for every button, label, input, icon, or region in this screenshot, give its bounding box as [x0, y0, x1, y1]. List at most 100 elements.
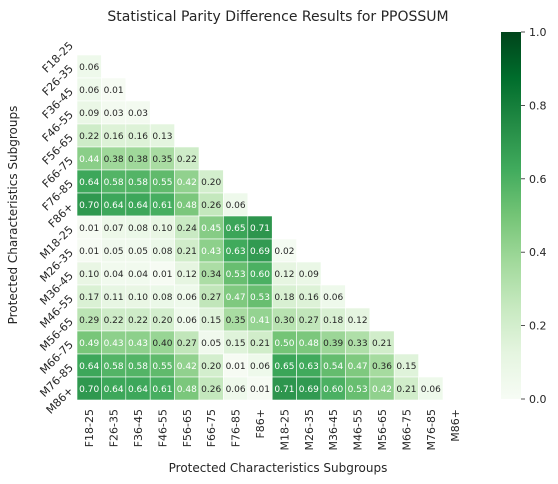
x-tick-label: M86+ [449, 409, 462, 442]
cell-value-label: 0.69 [299, 385, 319, 395]
cell-value-label: 0.10 [152, 224, 172, 234]
x-tick-label: F46-55 [156, 409, 169, 447]
cell-value-label: 0.06 [177, 316, 197, 326]
cell-value-label: 0.16 [128, 132, 148, 142]
cell-value-label: 0.44 [79, 155, 99, 165]
colorbar-tick-label: 0.2 [529, 320, 547, 333]
cell-value-label: 0.06 [226, 385, 246, 395]
cell-value-label: 0.34 [201, 270, 221, 280]
x-tick-label: F86+ [254, 409, 267, 439]
cell-value-label: 0.06 [226, 201, 246, 211]
cell-value-label: 0.64 [104, 201, 124, 211]
heatmap-cell [418, 376, 444, 401]
cell-value-label: 0.01 [79, 224, 99, 234]
cell-value-label: 0.39 [323, 339, 343, 349]
colorbar-tick-label: 0.0 [529, 393, 547, 406]
x-tick-labels: F18-25 F26-35 F36-45 F46-55 F56-65 F66-75 F76-… [83, 409, 462, 450]
cell-value-label: 0.15 [201, 316, 221, 326]
cell-value-label: 0.01 [104, 86, 124, 96]
x-tick-label: M18-25 [278, 409, 291, 450]
cell-value-label: 0.42 [372, 385, 392, 395]
cell-value-label: 0.65 [226, 224, 246, 234]
cell-value-label: 0.10 [79, 270, 99, 280]
cell-value-label: 0.21 [250, 339, 270, 349]
cell-value-label: 0.02 [274, 247, 294, 257]
cell-value-label: 0.10 [128, 293, 148, 303]
cell-value-label: 0.08 [152, 293, 172, 303]
cell-value-label: 0.43 [104, 339, 124, 349]
x-tick-label: F76-85 [230, 409, 243, 447]
cell-value-label: 0.41 [250, 316, 270, 326]
cell-value-label: 0.55 [152, 178, 172, 188]
x-tick-label: M66-75 [400, 409, 413, 450]
x-tick-label: F66-75 [205, 409, 218, 447]
cell-value-label: 0.38 [128, 155, 148, 165]
cell-value-label: 0.01 [79, 247, 99, 257]
cell-value-label: 0.53 [348, 385, 368, 395]
cell-value-label: 0.49 [79, 339, 99, 349]
cell-value-label: 0.30 [274, 316, 294, 326]
cell-value-label: 0.64 [79, 362, 99, 372]
cell-value-label: 0.20 [201, 178, 221, 188]
cell-value-label: 0.03 [128, 109, 148, 119]
heatmap-cells: 0.06 0.06 0.01 0.09 0.03 0.03 0.22 0.16 0.16 0.13… [76, 54, 444, 401]
cell-value-label: 0.21 [177, 247, 197, 257]
cell-value-label: 0.15 [396, 362, 416, 372]
cell-value-label: 0.71 [274, 385, 294, 395]
cell-value-label: 0.43 [201, 247, 221, 257]
cell-value-label: 0.70 [79, 385, 99, 395]
colorbar-tick-label: 1.0 [529, 26, 547, 39]
cell-value-label: 0.09 [79, 109, 99, 119]
cell-value-label: 0.06 [79, 63, 99, 73]
cell-value-label: 0.58 [104, 362, 124, 372]
cell-value-label: 0.26 [201, 385, 221, 395]
cell-value-label: 0.08 [128, 224, 148, 234]
cell-value-label: 0.26 [201, 201, 221, 211]
cell-value-label: 0.48 [177, 385, 197, 395]
cell-value-label: 0.06 [323, 293, 343, 303]
cell-value-label: 0.70 [79, 201, 99, 211]
cell-value-label: 0.07 [104, 224, 124, 234]
cell-value-label: 0.27 [201, 293, 221, 303]
cell-value-label: 0.20 [152, 316, 172, 326]
cell-value-label: 0.58 [128, 178, 148, 188]
cell-value-label: 0.64 [128, 385, 148, 395]
cell-value-label: 0.48 [299, 339, 319, 349]
cell-value-label: 0.16 [299, 293, 319, 303]
cell-value-label: 0.27 [299, 316, 319, 326]
cell-value-label: 0.22 [79, 132, 99, 142]
cell-value-label: 0.21 [396, 385, 416, 395]
cell-value-label: 0.05 [104, 247, 124, 257]
cell-value-label: 0.04 [128, 270, 148, 280]
cell-value-label: 0.09 [299, 270, 319, 280]
cell-value-label: 0.24 [177, 224, 197, 234]
cell-value-label: 0.47 [348, 362, 368, 372]
cell-value-label: 0.60 [323, 385, 343, 395]
cell-value-label: 0.71 [250, 224, 270, 234]
cell-value-label: 0.53 [226, 270, 246, 280]
cell-value-label: 0.13 [152, 132, 172, 142]
cell-value-label: 0.01 [226, 362, 246, 372]
cell-value-label: 0.29 [79, 316, 99, 326]
cell-value-label: 0.61 [152, 201, 172, 211]
cell-value-label: 0.11 [104, 293, 124, 303]
x-tick-label: M26-35 [303, 409, 316, 450]
cell-value-label: 0.47 [226, 293, 246, 303]
cell-value-label: 0.16 [104, 132, 124, 142]
cell-value-label: 0.06 [177, 293, 197, 303]
cell-value-label: 0.05 [201, 339, 221, 349]
colorbar [501, 32, 521, 399]
cell-value-label: 0.06 [250, 362, 270, 372]
cell-value-label: 0.69 [250, 247, 270, 257]
cell-value-label: 0.21 [372, 339, 392, 349]
cell-value-label: 0.20 [201, 362, 221, 372]
cell-value-label: 0.06 [421, 385, 441, 395]
cell-value-label: 0.03 [104, 109, 124, 119]
y-tick-labels: F18-25F26-35F36-45F46-55F56-65F66-75F76-… [37, 39, 76, 416]
cell-value-label: 0.12 [274, 270, 294, 280]
cell-value-label: 0.05 [128, 247, 148, 257]
cell-value-label: 0.01 [152, 270, 172, 280]
cell-value-label: 0.08 [152, 247, 172, 257]
cell-value-label: 0.04 [104, 270, 124, 280]
cell-value-label: 0.42 [177, 178, 197, 188]
